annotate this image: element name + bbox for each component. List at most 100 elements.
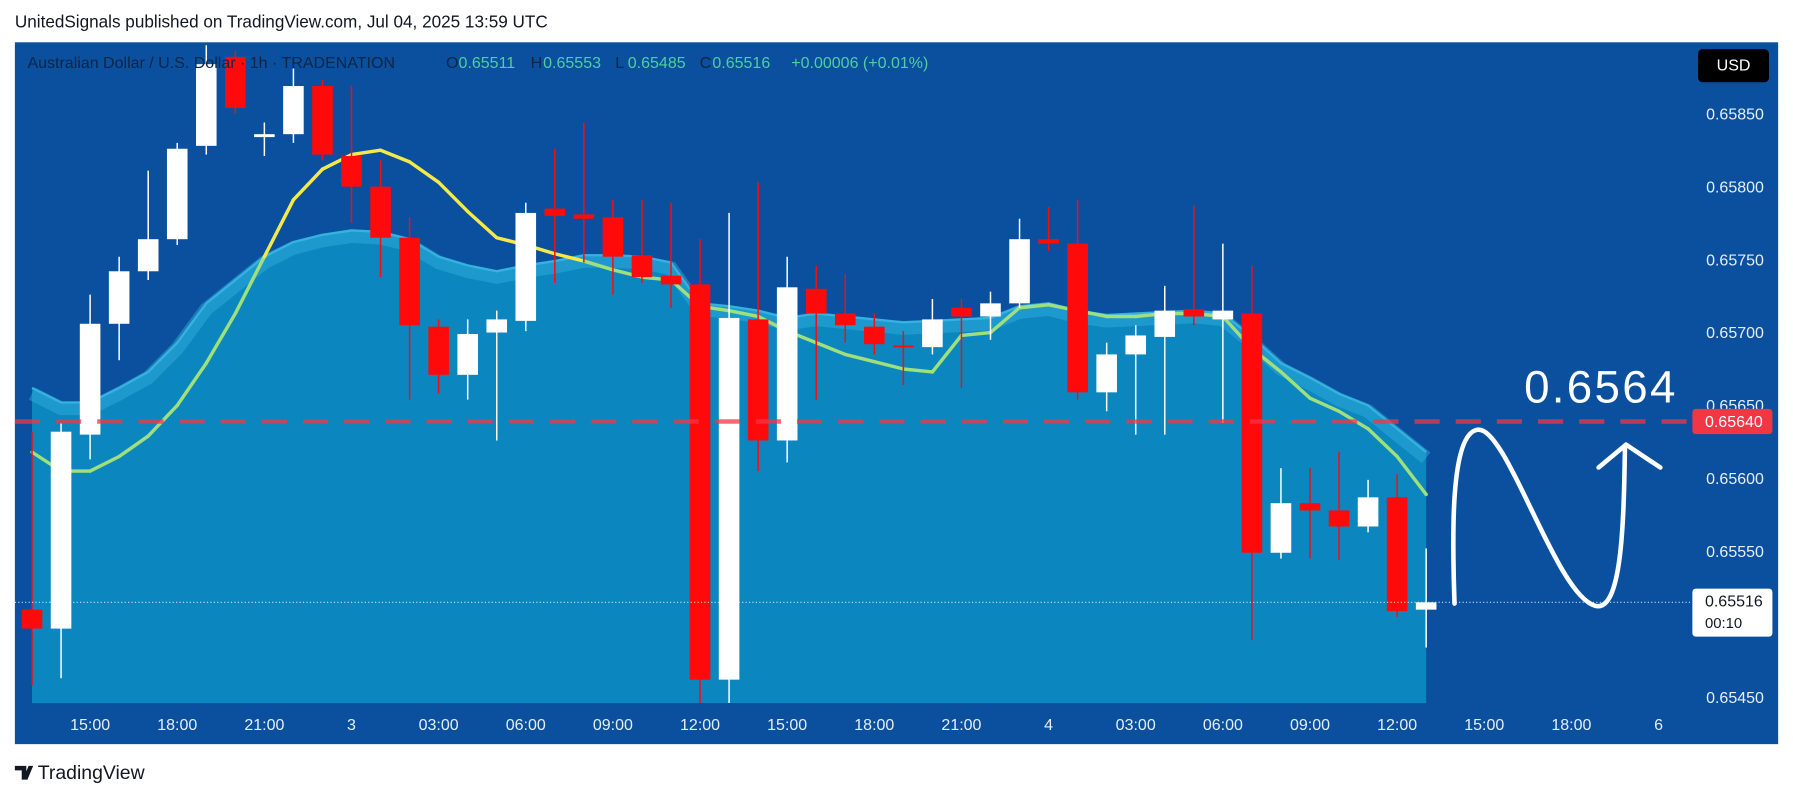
x-tick-label: 6 [1654,717,1663,734]
y-tick-label: 0.65550 [1706,544,1764,561]
ema-segment [204,311,238,365]
brand-name: TradingView [38,762,146,784]
publish-title: UnitedSignals published on TradingView.c… [15,11,548,31]
x-tick-label: 15:00 [70,717,110,734]
x-tick-label: 18:00 [1551,717,1591,734]
candle-body [602,217,624,257]
ema-segment [843,352,877,364]
target-label: 0.65640 [1705,414,1763,431]
ema-segment [436,180,470,214]
x-tick-label: 03:00 [419,717,459,734]
x-tick-label: 4 [1044,717,1053,734]
ema-segment [582,259,615,272]
x-tick-label: 12:00 [1377,717,1417,734]
candle-body [1212,310,1234,320]
candle-body [79,323,101,435]
candle-body [631,255,653,278]
candle-body [1096,354,1117,393]
ema-segment [553,252,586,263]
ema-segment [814,341,847,357]
symbol: Australian Dollar / U.S. Dollar · 1h · T… [27,55,395,72]
currency-label[interactable]: USD [1717,58,1751,75]
candle-body [312,86,333,155]
candle-body [1067,243,1088,393]
ohlc-value: 0.65511 [459,55,516,72]
candle-body [1183,309,1205,317]
candle-body [108,271,130,324]
ema-segment [233,254,267,316]
candle-body [1328,510,1350,527]
candle-body [544,208,566,216]
ema-segment [117,434,150,459]
ema-segment [175,361,209,408]
candle-body [1241,313,1263,553]
ohlc-key: H [531,55,543,72]
x-tick-label: 09:00 [1290,717,1330,734]
candle-body [980,303,1001,317]
candle-body [195,64,217,146]
ema-segment [1279,370,1312,400]
ema-segment [262,198,296,259]
ema-segment [1308,396,1341,414]
candle-body [1415,602,1437,610]
y-tick-label: 0.65750 [1706,252,1764,269]
candle-body [689,284,711,680]
ema-segment [988,306,1022,335]
candle-body [428,326,449,375]
candle-body [805,288,827,314]
candle-body [951,307,972,317]
ema-segment [291,167,325,202]
target-tag [1692,408,1773,435]
y-tick-label: 0.65600 [1706,471,1764,488]
candle-body [137,239,159,272]
candle-body [1299,503,1321,511]
ema-segment [349,148,383,157]
x-tick-label: 21:00 [244,717,284,734]
candle-body [399,237,420,326]
candle-body [660,275,682,285]
ohlc-value: 0.65485 [628,55,686,72]
x-tick-label: 3 [347,717,356,734]
ema-segment [1017,303,1051,310]
candle-body [1357,497,1379,527]
candle-body [776,287,798,441]
x-tick-label: 18:00 [157,717,197,734]
ema-segment [872,359,906,371]
ema-segment [959,330,993,338]
countdown: 00:10 [1705,616,1742,632]
candle-body [50,431,72,629]
drawn-wave-arrow [1450,427,1663,609]
currency-button[interactable] [1698,49,1769,83]
ohlc-key: O [446,55,458,72]
last-price-tag [1692,588,1773,637]
ema-segment [930,333,964,374]
brand-logo [14,765,34,780]
x-tick-label: 15:00 [767,717,807,734]
candle-body [457,333,478,375]
candle-body [893,345,914,348]
candle-body [341,156,362,187]
candle-body [515,212,537,321]
candle-body [834,313,856,326]
candle-body [718,317,740,680]
ema-segment [1395,454,1428,497]
brand: TradingView [14,762,146,784]
candle-body [1038,239,1059,244]
x-tick-label: 03:00 [1116,717,1156,734]
x-tick-label: 06:00 [1203,717,1243,734]
overlay: Australian Dollar / U.S. Dollar · 1h · T… [14,55,1773,637]
x-tick-label: 15:00 [1464,717,1504,734]
ema-segment [88,454,121,473]
y-tick-label: 0.65450 [1706,690,1764,707]
candle-body [1270,503,1292,553]
candle-body [370,186,391,238]
ohlc-value: 0.65516 [712,55,770,72]
plot: 15:00 18:00 21:00 3 03:00 06:00 09:00 12:00 15:0… [21,45,1764,734]
candle-body [1154,310,1176,337]
candle-body [747,319,769,441]
ohlc-key: C [700,55,712,72]
target-annotation: 0.6564 [1524,362,1678,413]
x-tick-label: 12:00 [680,717,720,734]
x-tick-label: 18:00 [854,717,894,734]
